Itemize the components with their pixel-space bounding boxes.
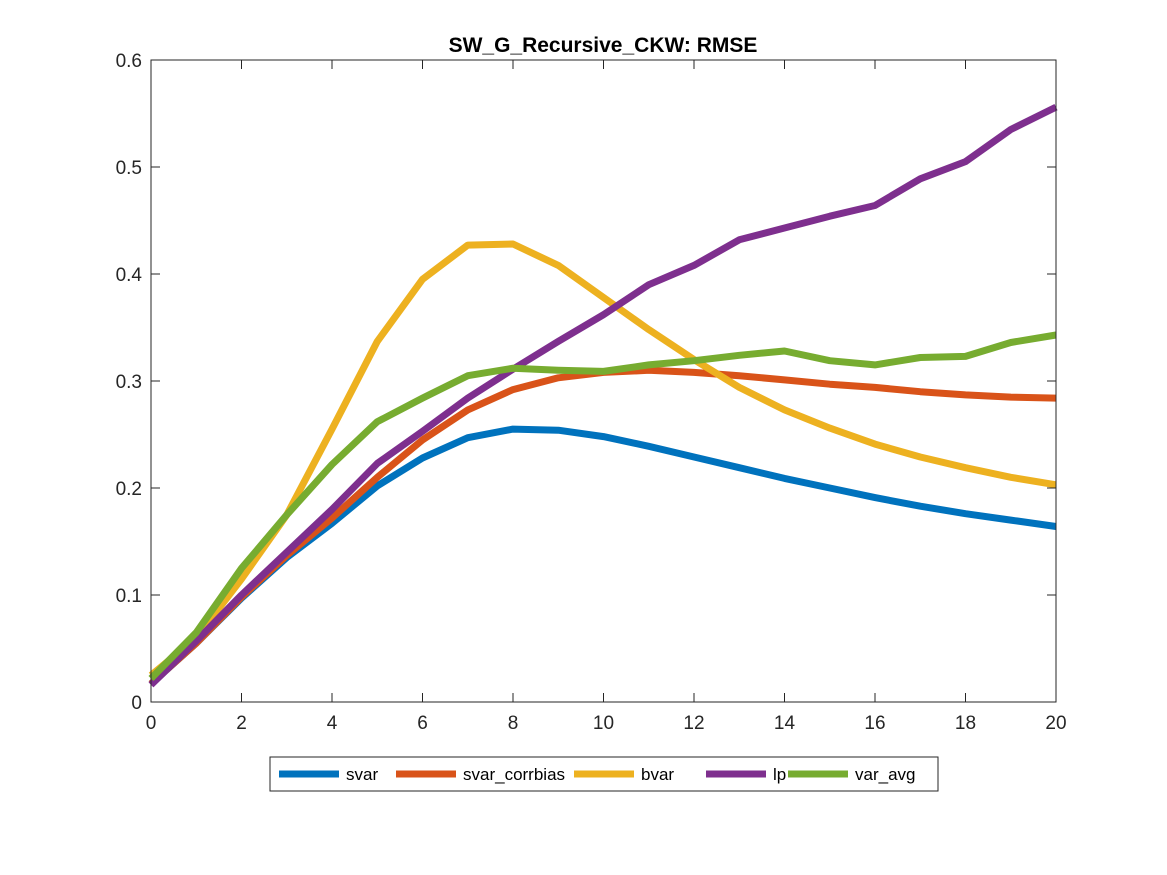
legend-label-svar_corrbias: svar_corrbias — [463, 765, 565, 784]
chart-title: SW_G_Recursive_CKW: RMSE — [449, 34, 758, 57]
y-tick-label: 0.2 — [116, 479, 142, 500]
x-tick-label: 20 — [1045, 713, 1066, 734]
x-tick-label: 6 — [417, 713, 428, 734]
x-tick-label: 10 — [593, 713, 614, 734]
x-tick-label: 4 — [327, 713, 338, 734]
series-line-bvar — [148, 240, 1057, 678]
legend[interactable]: svar svar_corrbias bvar lp var_avg — [269, 756, 939, 792]
x-tick-label: 8 — [508, 713, 519, 734]
legend-label-lp: lp — [773, 765, 786, 784]
y-tick-label: 0.5 — [116, 158, 142, 179]
y-tick-label: 0.4 — [116, 265, 143, 286]
series-line-var_avg — [148, 331, 1057, 681]
series-line-lp — [148, 103, 1058, 688]
axis-ticks: 0 2 4 6 8 10 12 14 16 18 20 0 0.1 0.2 0.3 0.4 0.5 0.6 — [116, 51, 1067, 734]
x-tick-label: 16 — [864, 713, 885, 734]
x-tick-label: 2 — [236, 713, 247, 734]
legend-label-svar: svar — [346, 765, 378, 784]
legend-label-bvar: bvar — [641, 765, 674, 784]
x-tick-label: 18 — [955, 713, 976, 734]
x-tick-label: 12 — [683, 713, 704, 734]
y-tick-label: 0.3 — [116, 372, 142, 393]
y-tick-label: 0.6 — [116, 51, 142, 72]
x-tick-label: 14 — [774, 713, 796, 734]
legend-label-var_avg: var_avg — [855, 765, 915, 784]
y-tick-label: 0 — [131, 693, 142, 714]
plot-lines — [148, 103, 1058, 688]
y-tick-label: 0.1 — [116, 586, 142, 607]
x-tick-label: 0 — [146, 713, 157, 734]
